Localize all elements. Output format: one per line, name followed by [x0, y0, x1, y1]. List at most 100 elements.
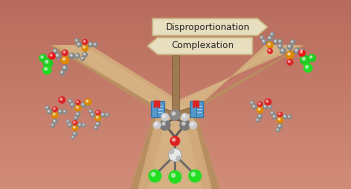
Circle shape — [265, 99, 271, 105]
Circle shape — [172, 138, 175, 141]
Circle shape — [76, 40, 77, 41]
Bar — [0, 32, 351, 35]
Circle shape — [95, 115, 101, 121]
Circle shape — [303, 57, 305, 60]
Circle shape — [290, 40, 295, 44]
Circle shape — [75, 39, 79, 43]
Circle shape — [45, 106, 49, 110]
Bar — [0, 154, 351, 158]
Circle shape — [71, 104, 73, 105]
Circle shape — [106, 113, 109, 117]
Bar — [0, 63, 351, 67]
Circle shape — [82, 58, 83, 59]
Circle shape — [278, 112, 282, 116]
Circle shape — [259, 115, 260, 117]
Circle shape — [69, 53, 75, 59]
Bar — [0, 69, 351, 73]
Circle shape — [174, 154, 179, 160]
Circle shape — [289, 45, 290, 47]
Circle shape — [172, 112, 175, 115]
Circle shape — [62, 50, 68, 56]
Bar — [0, 38, 351, 41]
Bar — [0, 76, 351, 79]
Circle shape — [57, 54, 58, 56]
Circle shape — [287, 44, 293, 50]
Circle shape — [69, 100, 71, 101]
Circle shape — [54, 120, 55, 122]
Bar — [0, 132, 351, 136]
Circle shape — [278, 40, 282, 43]
Circle shape — [53, 49, 58, 53]
Bar — [0, 57, 351, 60]
Circle shape — [73, 121, 77, 125]
Bar — [0, 157, 351, 161]
Polygon shape — [130, 110, 220, 189]
Circle shape — [84, 53, 85, 55]
Circle shape — [296, 49, 297, 51]
Circle shape — [90, 110, 91, 112]
Circle shape — [300, 51, 302, 53]
Text: Disproportionation: Disproportionation — [165, 22, 249, 32]
Circle shape — [258, 108, 260, 110]
Circle shape — [74, 116, 78, 120]
Bar — [172, 55, 179, 120]
Circle shape — [258, 102, 262, 106]
Polygon shape — [162, 45, 295, 110]
Bar — [0, 35, 351, 38]
Circle shape — [69, 99, 72, 103]
Circle shape — [64, 67, 65, 68]
Circle shape — [64, 51, 65, 53]
Circle shape — [45, 68, 47, 70]
Circle shape — [192, 173, 195, 176]
Circle shape — [153, 122, 160, 129]
Circle shape — [253, 105, 254, 107]
Circle shape — [256, 119, 260, 122]
Circle shape — [155, 123, 157, 125]
Bar — [0, 53, 351, 57]
Circle shape — [69, 124, 70, 125]
Circle shape — [59, 110, 63, 114]
Circle shape — [45, 60, 48, 63]
Bar — [0, 50, 351, 54]
Bar — [0, 148, 351, 152]
Circle shape — [46, 107, 47, 108]
Polygon shape — [154, 101, 160, 108]
Circle shape — [278, 124, 282, 128]
Bar — [0, 151, 351, 155]
Bar — [0, 120, 351, 123]
Circle shape — [91, 113, 95, 117]
Circle shape — [54, 108, 55, 109]
Circle shape — [171, 150, 176, 156]
Circle shape — [48, 111, 49, 112]
Bar — [0, 85, 351, 89]
Bar — [0, 60, 351, 64]
Circle shape — [55, 53, 61, 59]
Bar — [0, 110, 351, 114]
Circle shape — [96, 111, 100, 115]
Circle shape — [277, 117, 283, 123]
Circle shape — [102, 114, 103, 115]
Bar — [0, 41, 351, 45]
Circle shape — [289, 61, 290, 62]
Bar — [0, 126, 351, 130]
Circle shape — [59, 111, 61, 112]
Circle shape — [278, 44, 283, 49]
Circle shape — [251, 102, 252, 103]
Circle shape — [283, 115, 287, 119]
Text: Complexation: Complexation — [172, 42, 234, 50]
Circle shape — [262, 39, 266, 44]
Circle shape — [190, 122, 197, 129]
Circle shape — [300, 56, 310, 64]
Circle shape — [106, 114, 107, 115]
Bar — [0, 82, 351, 86]
Circle shape — [269, 37, 270, 38]
Circle shape — [77, 42, 81, 47]
Polygon shape — [130, 110, 158, 189]
Circle shape — [287, 60, 293, 65]
Circle shape — [94, 43, 95, 45]
Circle shape — [75, 117, 76, 118]
Bar — [0, 170, 351, 174]
Circle shape — [79, 124, 80, 125]
Circle shape — [169, 171, 181, 183]
Circle shape — [304, 64, 312, 72]
